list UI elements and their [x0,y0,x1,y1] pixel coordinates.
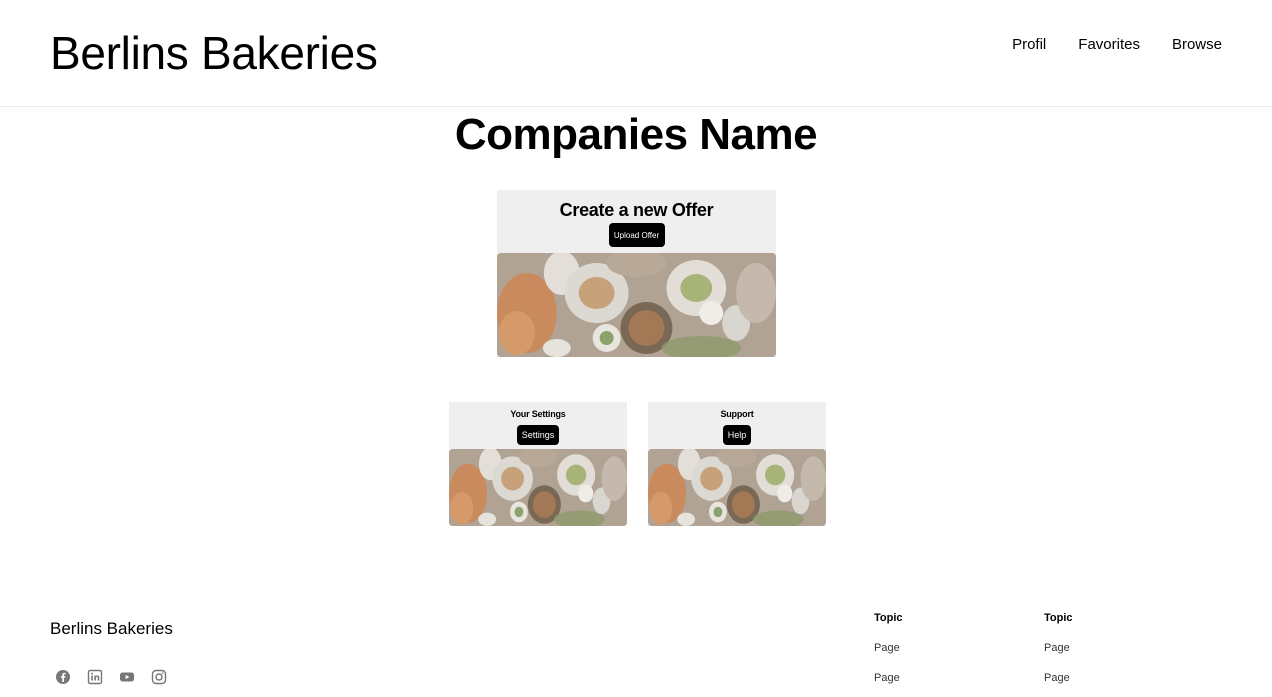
settings-card-title: Your Settings [510,409,566,419]
footer-column: Topic Page Page [1044,612,1073,697]
nav-link-favorites[interactable]: Favorites [1078,36,1140,53]
support-card: Support Help [648,402,826,526]
footer-page-link[interactable]: Page [874,642,900,654]
create-offer-title: Create a new Offer [559,200,714,220]
instagram-icon[interactable] [151,669,167,685]
facebook-icon[interactable] [55,669,71,685]
footer-topic: Topic [874,612,903,624]
company-name-heading: Companies Name [454,110,818,159]
footer-brand: Berlins Bakeries [50,619,173,638]
food-photo [648,449,826,526]
footer-column: Topic Page Page [874,612,903,697]
linkedin-icon[interactable] [87,669,103,685]
nav-link-profil[interactable]: Profil [1012,36,1047,53]
food-photo [449,449,627,526]
site-brand[interactable]: Berlins Bakeries [50,27,378,79]
help-button[interactable]: Help [722,425,752,445]
youtube-icon[interactable] [119,669,135,685]
site-header: Berlins Bakeries Profil Favorites Browse [0,0,1272,107]
footer-page-link[interactable]: Page [1044,642,1070,654]
footer-topic: Topic [1044,612,1073,624]
footer-page-link[interactable]: Page [1044,672,1070,684]
footer-page-link[interactable]: Page [874,672,900,684]
social-links [55,669,167,685]
main-nav: Profil Favorites Browse [1012,36,1222,53]
settings-card: Your Settings Settings [449,402,627,526]
create-offer-card: Create a new Offer Upload Offer [497,190,776,357]
settings-button[interactable]: Settings [516,425,560,445]
upload-offer-button[interactable]: Upload Offer [608,223,665,247]
nav-link-browse[interactable]: Browse [1171,36,1222,53]
support-card-title: Support [720,409,754,419]
food-photo [497,253,776,357]
